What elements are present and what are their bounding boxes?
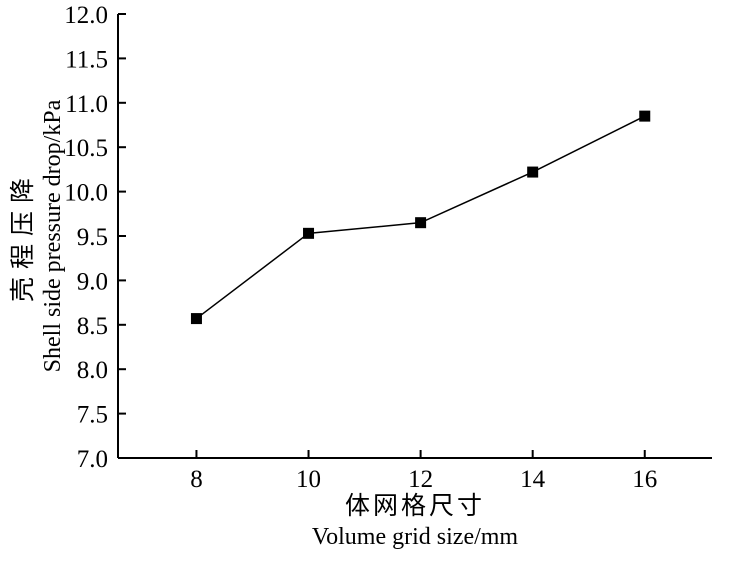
data-point-marker	[639, 110, 651, 122]
x-tick-label: 12	[408, 466, 433, 493]
data-point-marker	[415, 217, 427, 229]
y-tick-label: 8.0	[77, 357, 108, 384]
x-axis-label-en: Volume grid size/mm	[311, 524, 519, 550]
y-tick-label: 12.0	[64, 2, 108, 29]
data-point-marker	[527, 166, 539, 178]
data-point-marker	[190, 313, 202, 325]
y-tick-label: 7.0	[77, 446, 108, 473]
data-point-marker	[303, 227, 315, 239]
y-tick-label: 10.0	[64, 180, 108, 207]
y-axis-label-en: Shell side pressure drop/kPa	[40, 99, 66, 373]
x-axis-label-cn: 体网格尺寸	[344, 493, 485, 520]
y-tick-label: 8.5	[77, 313, 108, 340]
y-tick-label: 9.5	[77, 224, 108, 251]
y-axis-label: 壳程压降 Shell side pressure drop/kPa	[9, 100, 67, 373]
x-tick-label: 16	[632, 466, 657, 493]
y-tick-label: 9.0	[77, 268, 108, 295]
y-tick-label: 7.5	[77, 402, 108, 429]
x-tick-label: 10	[296, 466, 321, 493]
x-tick-label: 8	[190, 466, 203, 493]
y-tick-label: 11.5	[65, 46, 108, 73]
y-tick-label: 10.5	[64, 135, 108, 162]
x-tick-label: 14	[520, 466, 546, 493]
y-axis-label-cn: 壳程压降	[10, 170, 37, 303]
x-axis-label: 体网格尺寸 Volume grid size/mm	[118, 492, 712, 552]
y-tick-label: 11.0	[65, 91, 108, 118]
